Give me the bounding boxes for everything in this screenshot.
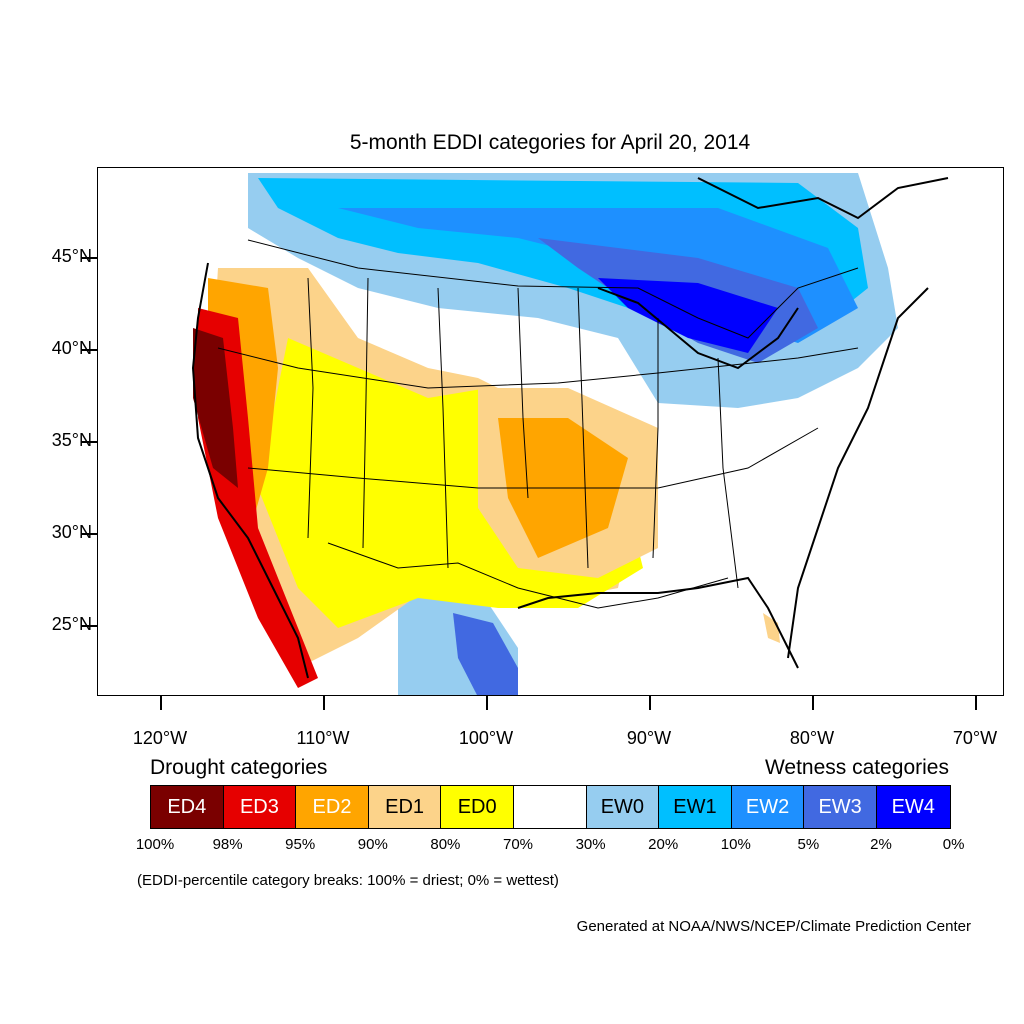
legend-swatch: ED4	[151, 786, 224, 828]
lat-tick-mark	[81, 257, 97, 259]
legend-swatch: ED2	[296, 786, 369, 828]
lon-tick-mark	[649, 696, 651, 710]
legend-break-label: 80%	[430, 836, 461, 853]
legend-break-label: 100%	[135, 836, 175, 853]
legend-swatch	[513, 786, 587, 828]
drought-categories-heading: Drought categories	[150, 756, 328, 779]
lon-tick-mark	[812, 696, 814, 710]
legend-break-label: 95%	[285, 836, 316, 853]
lat-tick-label: 25°N	[51, 614, 92, 634]
lat-tick-mark	[81, 625, 97, 627]
credit-line: Generated at NOAA/NWS/NCEP/Climate Predi…	[576, 918, 971, 935]
south-texas-ew2	[453, 613, 518, 695]
california-ed4	[193, 328, 238, 488]
lat-tick-label: 35°N	[51, 430, 92, 450]
legend-break-label: 98%	[212, 836, 243, 853]
lon-tick-mark	[486, 696, 488, 710]
legend-swatch: EW2	[731, 786, 805, 828]
legend-break-label: 90%	[357, 836, 388, 853]
lon-tick-label: 70°W	[952, 728, 998, 748]
lat-tick-label: 30°N	[51, 522, 92, 542]
lon-tick-mark	[975, 696, 977, 710]
legend-swatch: EW4	[876, 786, 950, 828]
legend-break-label: 20%	[648, 836, 679, 853]
category-note: (EDDI-percentile category breaks: 100% =…	[137, 872, 559, 889]
map-title: 5-month EDDI categories for April 20, 20…	[349, 131, 751, 154]
legend-break-label: 2%	[870, 836, 892, 853]
legend-swatch: ED0	[441, 786, 514, 828]
lon-tick-label: 80°W	[789, 728, 835, 748]
florida-ed1	[763, 613, 780, 643]
lat-tick-mark	[81, 533, 97, 535]
wetness-categories-heading: Wetness categories	[764, 756, 949, 779]
legend-swatch: EW3	[804, 786, 877, 828]
legend-swatch: ED3	[223, 786, 297, 828]
legend-break-label: 5%	[797, 836, 820, 853]
lon-tick-label: 110°W	[296, 728, 350, 748]
legend-break-label: 70%	[502, 836, 534, 853]
lat-tick-label: 40°N	[51, 338, 92, 358]
state-boundaries	[217, 239, 859, 609]
lon-tick-mark	[323, 696, 325, 710]
greatlakes-ew4	[598, 278, 778, 353]
lat-tick-mark	[81, 441, 97, 443]
wetness-regions	[248, 173, 898, 695]
coastlines	[191, 177, 949, 679]
drought-regions	[193, 268, 780, 688]
legend-break-label: 10%	[720, 836, 751, 853]
legend-swatch: EW1	[659, 786, 732, 828]
legend-break-label: 30%	[575, 836, 606, 853]
legend-swatch: ED1	[368, 786, 442, 828]
map-canvas	[191, 173, 949, 695]
lat-tick-mark	[81, 349, 97, 351]
legend-swatch: EW0	[586, 786, 660, 828]
lon-tick-label: 100°W	[458, 728, 514, 748]
lon-tick-label: 120°W	[132, 728, 188, 748]
lon-tick-label: 90°W	[626, 728, 672, 748]
legend-break-label: 0%	[942, 836, 965, 853]
lat-tick-label: 45°N	[51, 246, 92, 266]
category-colorbar: ED4 ED3 ED2 ED1 ED0 EW0 EW1 EW2 EW3 EW4	[150, 785, 951, 829]
lon-tick-mark	[160, 696, 162, 710]
eddi-map	[97, 167, 1004, 696]
